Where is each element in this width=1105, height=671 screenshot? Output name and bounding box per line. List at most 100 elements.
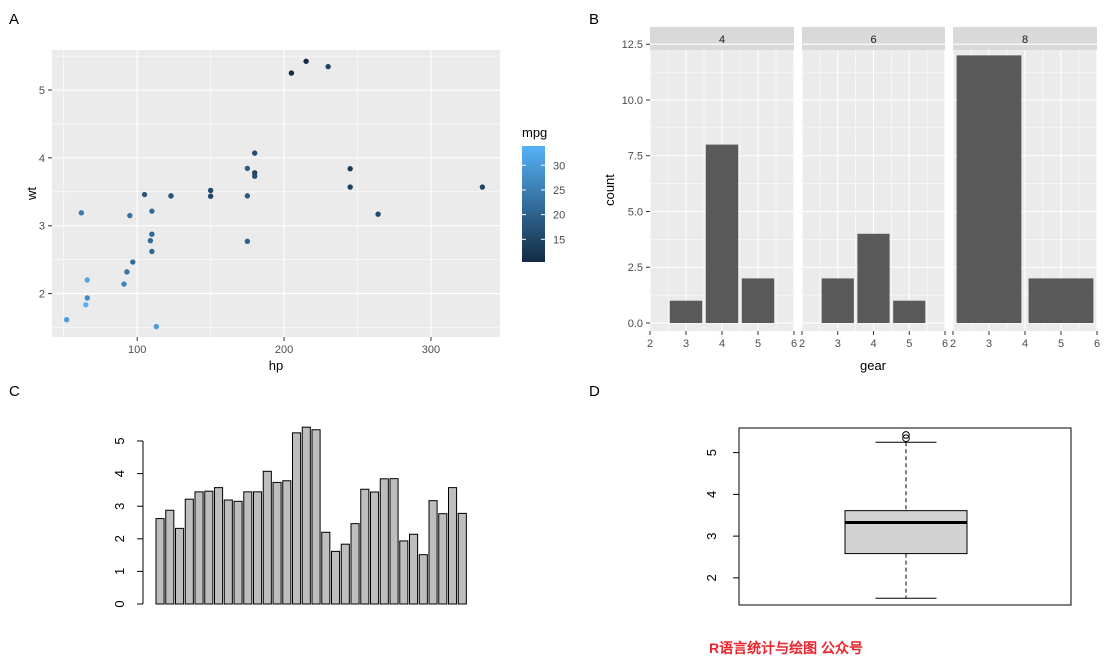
data-point (303, 58, 309, 64)
data-point (141, 191, 148, 198)
y-tick-label: 0 (112, 600, 127, 607)
y-tick-label: 4 (704, 491, 719, 498)
x-tick-label: 300 (422, 344, 440, 356)
bar (370, 491, 380, 605)
bar (272, 481, 282, 605)
data-point (149, 231, 155, 237)
data-point (325, 63, 331, 70)
panel-label-b: B (589, 11, 599, 28)
bar (321, 531, 331, 605)
x-tick-label: 3 (835, 338, 841, 350)
y-tick-label: 5.0 (628, 206, 643, 218)
bar (311, 429, 321, 605)
bar (389, 478, 399, 605)
plot-background (52, 50, 500, 337)
data-point (84, 295, 90, 301)
data-point (78, 210, 85, 216)
data-point (375, 211, 381, 217)
bar (175, 527, 185, 605)
bar-gear-5 (741, 278, 775, 323)
x-tick-label: 2 (799, 338, 805, 350)
facet-strip-label: 8 (1022, 34, 1028, 46)
y-tick-label: 12.5 (622, 39, 643, 51)
bar (438, 513, 448, 605)
data-point (124, 269, 130, 275)
bar (350, 523, 360, 605)
bar (360, 488, 370, 605)
plot-box-frame (738, 427, 1072, 606)
base-bar-chart-wt: 0 1 2 3 4 5 (112, 426, 467, 608)
x-tick-label: 3 (683, 338, 689, 350)
x-tick-label: 6 (1094, 338, 1100, 350)
bar (379, 478, 389, 605)
y-tick-label: 3 (39, 221, 45, 233)
legend-colourbar (522, 146, 545, 262)
data-point (147, 237, 154, 244)
x-tick-label: 5 (906, 338, 912, 350)
x-tick-label: 3 (986, 338, 992, 350)
bar (243, 491, 253, 605)
y-tick-label: 0.0 (628, 318, 643, 330)
x-tick-label: 100 (128, 344, 146, 356)
bar (223, 499, 233, 605)
data-point (347, 166, 353, 172)
bar (448, 487, 458, 605)
data-point (244, 238, 251, 245)
legend-tick-label: 15 (553, 234, 565, 246)
panel-label-a: A (9, 11, 19, 28)
bar (340, 543, 350, 605)
data-point (130, 259, 136, 265)
data-point (244, 165, 251, 172)
y-tick-label: 5 (704, 449, 719, 456)
bar-gear-3 (956, 55, 1022, 323)
faceted-bar-chart-gear-count: 42 3 4 5 662 3 4 5 682 3 4 5 60.02.55.07.510.012.5ge… (602, 27, 1100, 373)
bar (409, 533, 419, 605)
y-tick-label: 4 (112, 470, 127, 477)
bar (282, 480, 292, 605)
bar-gear-3 (821, 278, 854, 323)
data-point (244, 193, 251, 199)
y-tick-label: 2 (39, 289, 45, 301)
y-axis-title: count (602, 174, 617, 206)
y-tick-label: 2.5 (628, 262, 643, 274)
bar (331, 550, 341, 605)
x-tick-label: 5 (1058, 338, 1064, 350)
panel-label-c: C (9, 383, 20, 400)
bar-gear-5 (893, 300, 926, 323)
bar (184, 498, 194, 605)
data-point (207, 193, 214, 199)
x-tick-label: 4 (1022, 338, 1028, 350)
bar (457, 512, 467, 605)
bar (428, 500, 438, 605)
bar (253, 491, 263, 605)
data-point (207, 187, 214, 194)
data-point (168, 193, 174, 199)
data-point (288, 70, 295, 76)
y-axis-title: wt (24, 187, 39, 201)
legend-tick-label: 30 (553, 160, 565, 172)
bar (262, 470, 272, 605)
data-point (252, 170, 258, 176)
y-tick-label: 7.5 (628, 151, 643, 163)
facet-strip-label: 4 (719, 34, 725, 46)
data-point (149, 248, 155, 255)
bar-gear-4 (857, 233, 890, 323)
data-point (149, 208, 155, 214)
y-tick-label: 2 (704, 574, 719, 581)
scatter-chart-hp-wt: 100 200 300 2 3 4 5 hp wt mpg 15 20 25 30 (24, 50, 565, 373)
legend-title: mpg (522, 125, 547, 140)
y-tick-label: 5 (112, 437, 127, 444)
data-point (63, 316, 70, 323)
bar (399, 540, 409, 605)
bar-gear-3 (669, 300, 703, 323)
data-point (121, 281, 127, 287)
bar (233, 500, 243, 605)
interquartile-box (844, 510, 968, 555)
legend-tick-label: 20 (553, 210, 565, 222)
y-tick-label: 2 (112, 535, 127, 542)
bar-gear-5 (1028, 278, 1094, 323)
bar (214, 487, 224, 605)
y-tick-label: 3 (112, 503, 127, 510)
data-point (252, 150, 258, 156)
